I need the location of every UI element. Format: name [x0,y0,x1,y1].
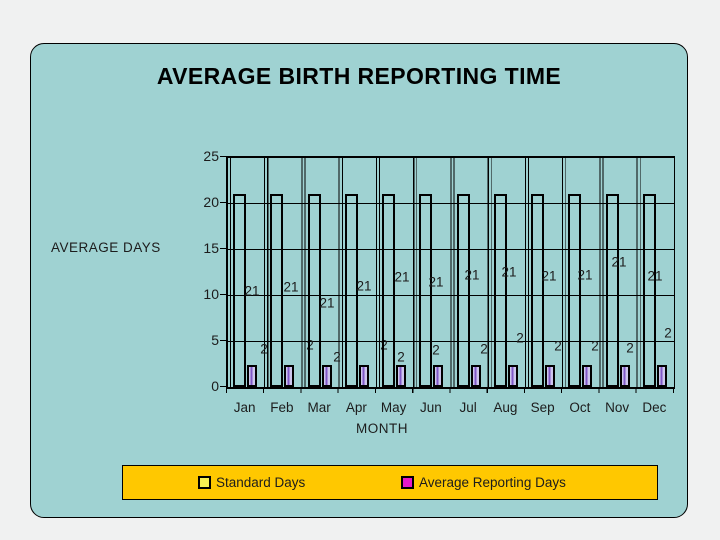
month-label-aug: Aug [493,400,518,415]
bar-standard-jan [233,194,246,387]
y-tick-label-5: 5 [211,332,219,348]
data-label-standard: 21 [647,268,663,284]
month-label-may: May [380,400,407,415]
bar-standard-jun [419,194,432,387]
bar-reporting-sep [545,365,555,387]
bar-reporting-mar [322,365,332,387]
bar-standard-apr [345,194,358,387]
data-label-reporting: 2 [664,325,672,341]
data-label-standard: 21 [394,269,410,285]
x-axis-title: MONTH [356,421,408,436]
data-label-reporting: 2 [306,337,314,353]
bar-reporting-may [396,365,406,387]
bar-reporting-apr [359,365,369,387]
data-label-standard: 21 [501,264,517,280]
bar-reporting-feb [284,365,294,387]
month-label-jul: Jul [459,400,477,415]
legend-item-reporting: Average Reporting Days [401,466,566,499]
data-label-standard: 21 [541,268,557,284]
bar-standard-oct [568,194,581,387]
data-label-reporting: 2 [480,341,488,357]
y-axis-tick-marks [220,156,226,387]
bar-standard-mar [308,194,321,387]
month-label-nov: Nov [605,400,630,415]
month-label-sep: Sep [530,400,555,415]
month-label-apr: Apr [345,400,367,415]
x-axis-tick-labels: Jan Feb Mar Apr May Jun Jul Aug Sep Oct Nov Dec [226,400,673,416]
bar-reporting-dec [657,365,667,387]
data-label-reporting: 2 [516,330,524,346]
bar-reporting-aug [508,365,518,387]
slide-background: AVERAGE BIRTH REPORTING TIME AVERAGE DAY… [30,43,688,518]
month-label-jun: Jun [419,400,442,415]
y-tick-label-20: 20 [203,194,219,210]
bar-standard-may [382,194,395,387]
data-label-standard: 21 [577,267,593,283]
month-label-jan: Jan [233,400,256,415]
data-label-reporting: 2 [626,340,634,356]
data-label-reporting: 2 [591,338,599,354]
legend-label: Standard Days [216,475,306,490]
data-label-standard: 21 [283,279,299,295]
bar-reporting-nov [620,365,630,387]
data-label-standard: 21 [611,254,627,270]
y-tick-label-0: 0 [211,378,219,394]
y-axis-title: AVERAGE DAYS [51,240,161,255]
bar-reporting-oct [582,365,592,387]
bar-reporting-jan [247,365,257,387]
y-tick-label-10: 10 [203,286,219,302]
month-label-dec: Dec [642,400,667,415]
bar-standard-aug [494,194,507,387]
bar-reporting-jun [433,365,443,387]
bar-standard-dec [643,194,656,387]
data-label-standard: 21 [428,274,444,290]
month-label-oct: Oct [569,400,591,415]
data-label-reporting: 2 [432,342,440,358]
legend-label: Average Reporting Days [419,475,566,490]
x-axis-tick-marks [226,389,674,393]
data-label-reporting: 2 [397,349,405,365]
data-label-reporting: 2 [260,341,268,357]
data-label-standard: 21 [356,278,372,294]
data-label-reporting: 2 [554,338,562,354]
legend-item-standard: Standard Days [198,466,305,499]
standard-swatch-icon [198,476,211,489]
bar-standard-nov [606,194,619,387]
data-label-reporting: 2 [333,349,341,365]
data-label-standard: 21 [244,283,260,299]
y-tick-label-15: 15 [203,240,219,256]
data-label-standard: 21 [464,267,480,283]
month-label-mar: Mar [307,400,331,415]
bar-standard-sep [531,194,544,387]
data-label-reporting: 2 [380,337,388,353]
bar-standard-feb [270,194,283,387]
plot-area: 21 2 21 2 21 2 21 2 21 2 21 2 21 2 21 2 21 2 21 2 21 2 21 2 [226,156,675,389]
month-label-feb: Feb [270,400,294,415]
bar-standard-jul [457,194,470,387]
data-label-standard: 21 [319,295,335,311]
y-tick-label-25: 25 [203,148,219,164]
chart-title: AVERAGE BIRTH REPORTING TIME [156,63,562,89]
reporting-swatch-icon [401,476,414,489]
bar-reporting-jul [471,365,481,387]
legend: Standard Days Average Reporting Days [122,465,658,500]
